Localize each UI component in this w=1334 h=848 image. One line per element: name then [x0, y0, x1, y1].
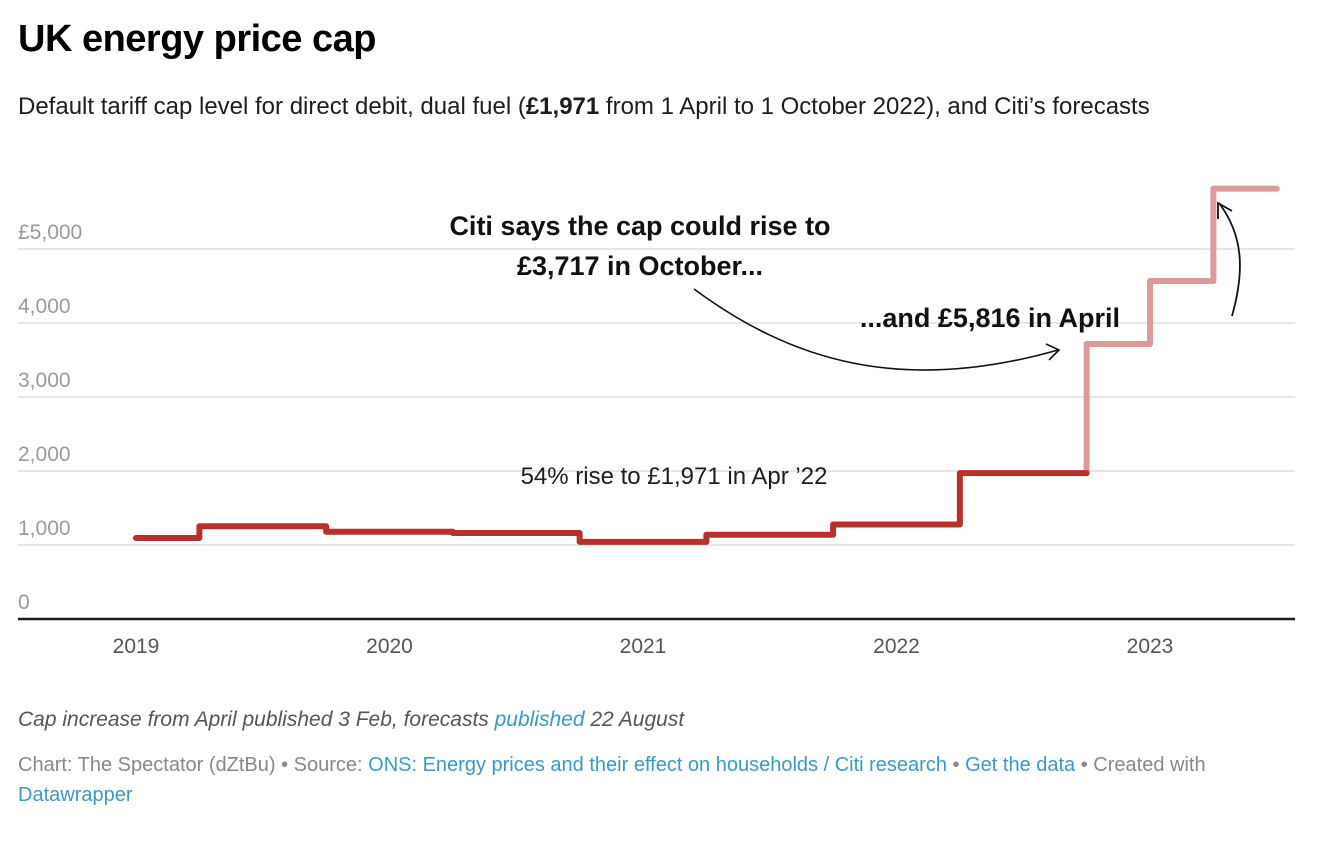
source-link[interactable]: ONS: Energy prices and their effect on h… [368, 754, 947, 776]
gridlines [18, 248, 1295, 546]
byline-separator: • Source: [275, 754, 369, 776]
byline-credit: Chart: The Spectator (dZtBu) [18, 754, 276, 776]
y-tick-label: 1,000 [18, 517, 71, 540]
x-tick-label: 2021 [620, 635, 667, 658]
subtitle-text-end: from 1 April to 1 October 2022), and Cit… [599, 93, 1150, 120]
chart-title: UK energy price cap [18, 18, 376, 60]
y-tick-label: 4,000 [18, 295, 71, 318]
arrowhead-april-icon [1217, 201, 1233, 219]
notes-text: Cap increase from April published 3 Feb,… [18, 708, 495, 731]
subtitle-highlight-value: £1,971 [525, 93, 600, 120]
datawrapper-link[interactable]: Datawrapper [18, 784, 133, 806]
series-line-actual [133, 470, 1090, 545]
arrowhead-october-icon [1045, 343, 1061, 361]
get-the-data-link[interactable]: Get the data [965, 754, 1076, 776]
annotation-citi-october-line1: Citi says the cap could rise to [449, 211, 830, 241]
x-tick-label: 2020 [366, 635, 413, 658]
y-tick-label: 2,000 [18, 443, 71, 466]
curved-arrow-april-icon [1218, 202, 1241, 317]
annotation-citi-april: ...and £5,816 in April [860, 303, 1120, 333]
x-tick-label: 2019 [113, 635, 160, 658]
byline-separator: • [946, 754, 966, 776]
curved-arrow-october-icon [693, 288, 1059, 371]
series-lines [133, 185, 1280, 545]
y-tick-label: £5,000 [18, 221, 82, 244]
y-tick-label: 3,000 [18, 369, 71, 392]
notes-text-end: 22 August [584, 708, 685, 731]
y-tick-label: 0 [18, 591, 30, 614]
subtitle-text: Default tariff cap level for direct debi… [18, 93, 526, 120]
notes-published-link[interactable]: published [494, 708, 585, 731]
x-tick-label: 2022 [873, 635, 920, 658]
byline-separator: • Created with [1075, 754, 1206, 776]
price-cap-chart: 0 1,000 2,000 3,000 4,000 £5,000 2019 2020 2021… [18, 185, 1295, 658]
y-axis-tick-labels: 0 1,000 2,000 3,000 4,000 £5,000 [18, 221, 82, 614]
series-line-forecast [1083, 185, 1280, 477]
x-tick-label: 2023 [1127, 635, 1174, 658]
x-axis-tick-labels: 2019 2020 2021 2022 2023 [113, 635, 1174, 658]
chart-byline: Chart: The Spectator (dZtBu) • Source: O… [18, 750, 1308, 810]
chart-notes: Cap increase from April published 3 Feb,… [18, 708, 684, 732]
chart-subtitle: Default tariff cap level for direct debi… [18, 90, 1308, 124]
annotation-citi-october-line2: £3,717 in October... [517, 251, 763, 281]
annotation-54pct-rise: 54% rise to £1,971 in Apr ’22 [521, 463, 828, 490]
